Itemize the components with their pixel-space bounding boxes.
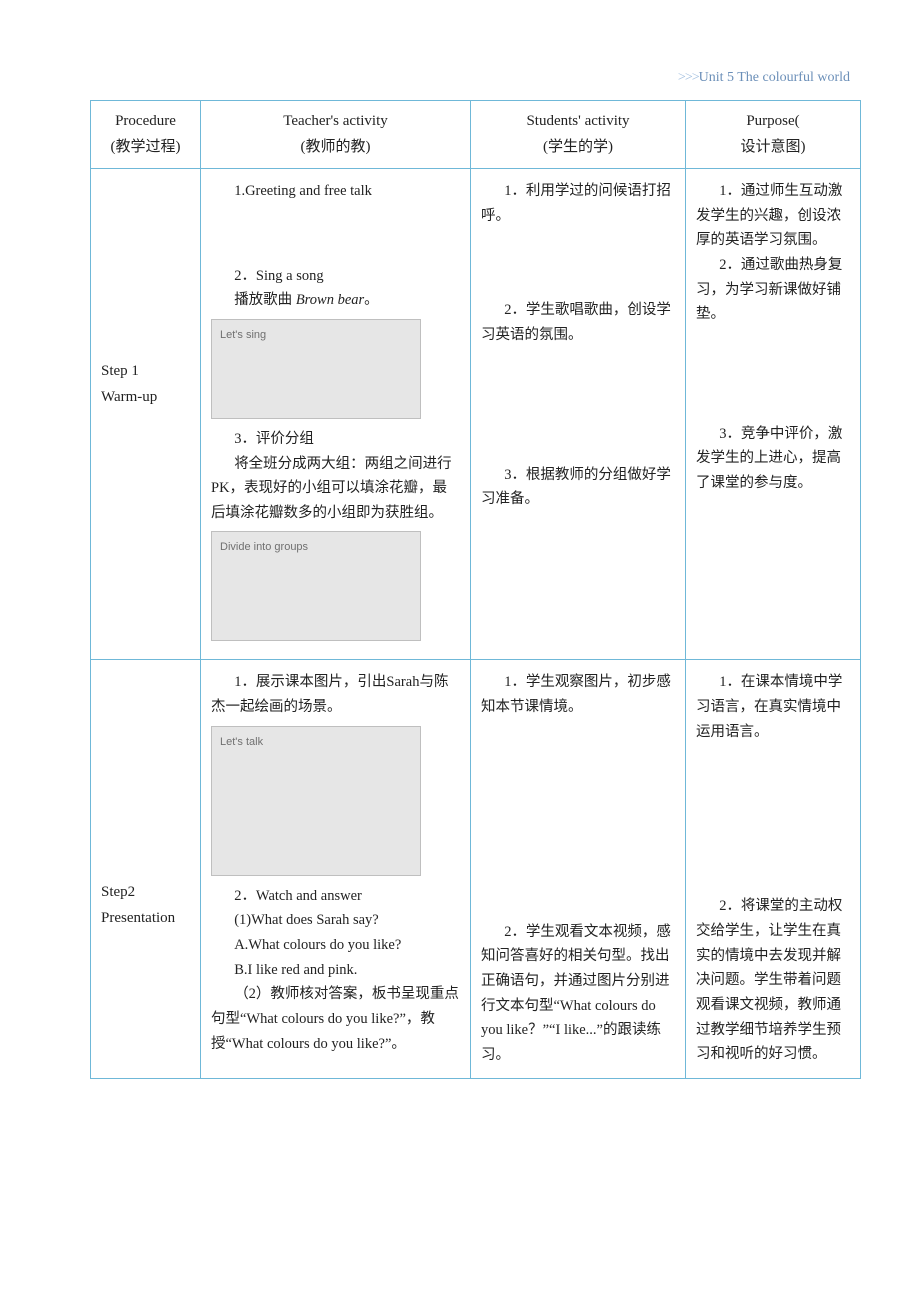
purpose2-p1: 1．在课本情境中学习语言，在真实情境中运用语言。 xyxy=(696,670,850,744)
teacher2-p3: (1)What does Sarah say? xyxy=(211,908,460,933)
cell-purpose-step2: 1．在课本情境中学习语言，在真实情境中运用语言。 2．将课堂的主动权交给学生，让… xyxy=(686,660,861,1078)
purpose2-p2: 2．将课堂的主动权交给学生，让学生在真实的情境中去发现并解决问题。学生带着问题观… xyxy=(696,894,850,1066)
teacher1-p2: 2．Sing a song xyxy=(211,264,460,289)
cell-procedure-step2: Step2 Presentation xyxy=(91,660,201,1078)
header-procedure-en: Procedure xyxy=(95,109,196,135)
cell-students-step1: 1．利用学过的问候语打招呼。 2．学生歌唱歌曲，创设学习英语的氛围。 3．根据教… xyxy=(471,169,686,660)
teacher1-p3: 播放歌曲 Brown bear。 xyxy=(211,288,460,313)
teacher2-p1: 1．展示课本图片，引出Sarah与陈杰一起绘画的场景。 xyxy=(211,670,460,719)
header-teacher-en: Teacher's activity xyxy=(205,109,466,135)
breadcrumb-arrows: >>> xyxy=(678,70,699,85)
teacher1-p5: 将全班分成两大组：两组之间进行 PK，表现好的小组可以填涂花瓣，最后填涂花瓣数多… xyxy=(211,452,460,526)
step2-line2: Presentation xyxy=(101,906,190,932)
header-purpose: Purpose( 设计意图) xyxy=(686,101,861,169)
teacher1-p3-prefix: 播放歌曲 xyxy=(234,292,296,308)
cell-students-step2: 1．学生观察图片，初步感知本节课情境。 2．学生观看文本视频，感知问答喜好的相关… xyxy=(471,660,686,1078)
students2-p1: 1．学生观察图片，初步感知本节课情境。 xyxy=(481,670,675,719)
cell-teacher-step2: 1．展示课本图片，引出Sarah与陈杰一起绘画的场景。 2．Watch and … xyxy=(201,660,471,1078)
teacher1-p3-italic: Brown bear xyxy=(296,292,364,308)
step2-line1: Step2 xyxy=(101,880,190,906)
teacher2-p4: A.What colours do you like? xyxy=(211,933,460,958)
teacher2-p2: 2．Watch and answer xyxy=(211,884,460,909)
table-row: Step2 Presentation 1．展示课本图片，引出Sarah与陈杰一起… xyxy=(91,660,861,1078)
letstalk-image-placeholder xyxy=(211,726,421,876)
header-procedure: Procedure (教学过程) xyxy=(91,101,201,169)
purpose1-p1: 1．通过师生互动激发学生的兴趣，创设浓厚的英语学习氛围。 xyxy=(696,179,850,253)
breadcrumb: >>>Unit 5 The colourful world xyxy=(90,70,860,86)
teacher2-p5: B.I like red and pink. xyxy=(211,958,460,983)
table-header-row: Procedure (教学过程) Teacher's activity (教师的… xyxy=(91,101,861,169)
header-purpose-en: Purpose( xyxy=(690,109,856,135)
breadcrumb-text: Unit 5 The colourful world xyxy=(699,70,850,85)
teacher1-p1: 1.Greeting and free talk xyxy=(211,179,460,204)
step1-line2: Warm-up xyxy=(101,385,190,411)
header-procedure-zh: (教学过程) xyxy=(95,135,196,161)
header-teacher: Teacher's activity (教师的教) xyxy=(201,101,471,169)
cell-procedure-step1: Step 1 Warm-up xyxy=(91,169,201,660)
bear-image-placeholder xyxy=(211,319,421,419)
purpose1-p2: 2．通过歌曲热身复习，为学习新课做好铺垫。 xyxy=(696,253,850,327)
header-purpose-zh: 设计意图) xyxy=(690,135,856,161)
header-students: Students' activity (学生的学) xyxy=(471,101,686,169)
teacher1-p3-suffix: 。 xyxy=(364,292,379,308)
cell-teacher-step1: 1.Greeting and free talk 2．Sing a song 播… xyxy=(201,169,471,660)
students1-p2: 2．学生歌唱歌曲，创设学习英语的氛围。 xyxy=(481,298,675,347)
students1-p3: 3．根据教师的分组做好学习准备。 xyxy=(481,463,675,512)
header-students-en: Students' activity xyxy=(475,109,681,135)
cell-purpose-step1: 1．通过师生互动激发学生的兴趣，创设浓厚的英语学习氛围。 2．通过歌曲热身复习，… xyxy=(686,169,861,660)
lesson-plan-table: Procedure (教学过程) Teacher's activity (教师的… xyxy=(90,100,861,1079)
step1-line1: Step 1 xyxy=(101,359,190,385)
students2-p2: 2．学生观看文本视频，感知问答喜好的相关句型。找出正确语句，并通过图片分别进行文… xyxy=(481,920,675,1068)
students1-p1: 1．利用学过的问候语打招呼。 xyxy=(481,179,675,228)
header-students-zh: (学生的学) xyxy=(475,135,681,161)
header-teacher-zh: (教师的教) xyxy=(205,135,466,161)
groups-image-placeholder xyxy=(211,531,421,641)
purpose1-p3: 3．竞争中评价，激发学生的上进心，提高了课堂的参与度。 xyxy=(696,422,850,496)
table-row: Step 1 Warm-up 1.Greeting and free talk … xyxy=(91,169,861,660)
teacher2-p6: （2）教师核对答案，板书呈现重点句型“What colours do you l… xyxy=(211,982,460,1056)
teacher1-p4: 3．评价分组 xyxy=(211,427,460,452)
